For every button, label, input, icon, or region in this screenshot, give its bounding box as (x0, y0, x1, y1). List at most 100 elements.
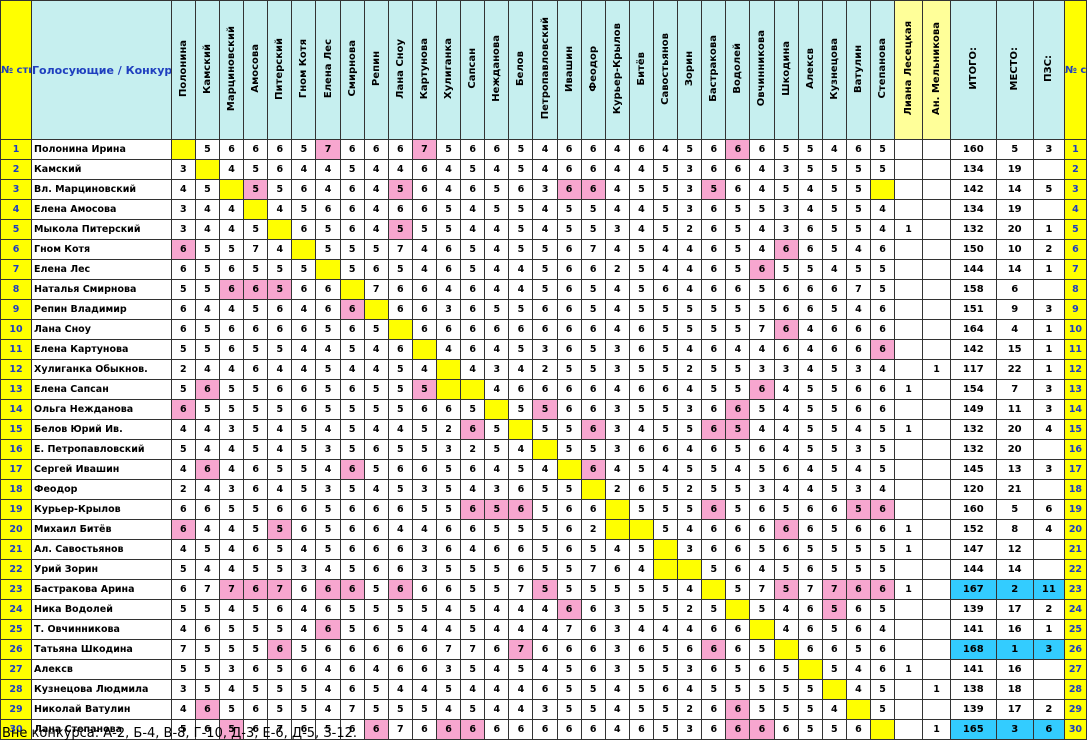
row-number: 20 (0, 519, 33, 540)
score-cell: 5 (532, 259, 558, 280)
score-cell: 5 (411, 499, 438, 520)
row-number-right: 30 (1063, 719, 1087, 740)
score-cell: 6 (821, 639, 847, 660)
row-number: 4 (0, 199, 33, 220)
outside-score-cell (894, 719, 924, 740)
score-cell: 6 (773, 339, 799, 360)
score-cell: 6 (580, 419, 606, 440)
score-cell: 5 (194, 639, 221, 660)
score-cell: 6 (339, 519, 365, 540)
outside-score-cell (922, 179, 951, 200)
score-cell: 5 (219, 719, 245, 740)
score-cell: 5 (532, 579, 558, 600)
score-cell: 5 (869, 159, 896, 180)
score-cell: 5 (315, 239, 341, 260)
score-cell: 5 (869, 539, 896, 560)
score-cell: 5 (556, 439, 582, 460)
score-cell: 6 (339, 659, 365, 680)
outside-score-cell (922, 219, 951, 240)
score-cell: 5 (339, 439, 365, 460)
place-cell: 1 (995, 639, 1034, 660)
score-cell: 5 (725, 239, 751, 260)
score-cell: 6 (387, 199, 413, 220)
score-cell: 5 (797, 439, 823, 460)
score-cell: 6 (797, 279, 823, 300)
voter-header: Марциновский (219, 0, 245, 140)
score-cell: 5 (869, 459, 896, 480)
score-cell: 5 (580, 539, 606, 560)
score-cell: 5 (604, 579, 630, 600)
score-cell: 5 (797, 719, 823, 740)
score-cell: 6 (628, 339, 655, 360)
contestant-name: Мыкола Питерский (31, 219, 172, 240)
score-cell: 5 (749, 599, 775, 620)
score-cell: 6 (701, 199, 727, 220)
score-cell: 6 (773, 279, 799, 300)
row-number-right: 7 (1063, 259, 1087, 280)
total-cell: 142 (950, 339, 997, 360)
score-cell: 5 (291, 419, 317, 440)
score-cell: 6 (267, 159, 293, 180)
score-cell: 6 (580, 639, 606, 660)
place-cell: 14 (995, 259, 1034, 280)
score-cell: 4 (508, 599, 534, 620)
score-cell: 5 (821, 219, 847, 240)
header-total: ИТОГО: (950, 0, 997, 140)
score-cell: 5 (508, 239, 534, 260)
score-cell: 5 (821, 619, 847, 640)
score-cell: 7 (749, 319, 775, 340)
place-cell: 16 (995, 619, 1034, 640)
header-number-right: № сти хо (1063, 0, 1087, 140)
score-cell: 5 (243, 339, 269, 360)
score-cell: 4 (460, 679, 486, 700)
score-cell: 4 (508, 619, 534, 640)
score-cell: 4 (194, 219, 221, 240)
score-cell: 5 (291, 259, 317, 280)
score-cell: 6 (363, 139, 389, 160)
score-cell: 5 (363, 239, 389, 260)
outside-score-cell (922, 639, 951, 660)
score-cell: 6 (315, 579, 341, 600)
table-row: 14 Ольга Нежданова 6 5 5 5 5 6 5 5 5 5 6 6 5 5 5 6 6 3 5 5 3 6 6… (0, 399, 1087, 420)
score-cell: 5 (821, 159, 847, 180)
score-cell: 5 (652, 699, 679, 720)
score-cell: 4 (363, 359, 389, 380)
score-cell: 5 (411, 419, 438, 440)
score-cell: 3 (604, 359, 630, 380)
score-cell: 6 (773, 239, 799, 260)
score-cell: 5 (652, 339, 679, 360)
score-cell: 5 (436, 459, 462, 480)
score-cell: 6 (556, 319, 582, 340)
score-cell: 5 (194, 599, 221, 620)
score-cell: 6 (725, 559, 751, 580)
score-cell: 5 (652, 299, 679, 320)
score-cell: 5 (580, 699, 606, 720)
score-cell: 5 (532, 239, 558, 260)
score-cell: 6 (628, 639, 655, 660)
place-cell: 10 (995, 239, 1034, 260)
score-cell: 6 (170, 399, 196, 420)
score-cell: 4 (194, 299, 221, 320)
score-cell: 5 (194, 259, 221, 280)
voter-header: Питерский (267, 0, 293, 140)
score-cell: 5 (628, 259, 655, 280)
score-cell: 4 (484, 219, 510, 240)
score-cell: 5 (797, 399, 823, 420)
score-cell: 4 (677, 519, 703, 540)
score-cell: 4 (194, 559, 221, 580)
score-cell: 6 (363, 539, 389, 560)
score-cell: 4 (628, 199, 655, 220)
pzs-cell (1032, 439, 1065, 460)
score-cell (869, 179, 896, 200)
score-cell: 4 (436, 599, 462, 620)
score-cell: 5 (243, 379, 269, 400)
score-cell: 5 (436, 499, 462, 520)
score-cell: 5 (291, 679, 317, 700)
score-cell: 7 (267, 719, 293, 740)
score-cell: 6 (701, 139, 727, 160)
score-cell: 5 (628, 359, 655, 380)
score-cell: 6 (508, 559, 534, 580)
score-cell: 5 (411, 439, 438, 460)
score-cell: 6 (339, 299, 365, 320)
score-cell (821, 679, 847, 700)
